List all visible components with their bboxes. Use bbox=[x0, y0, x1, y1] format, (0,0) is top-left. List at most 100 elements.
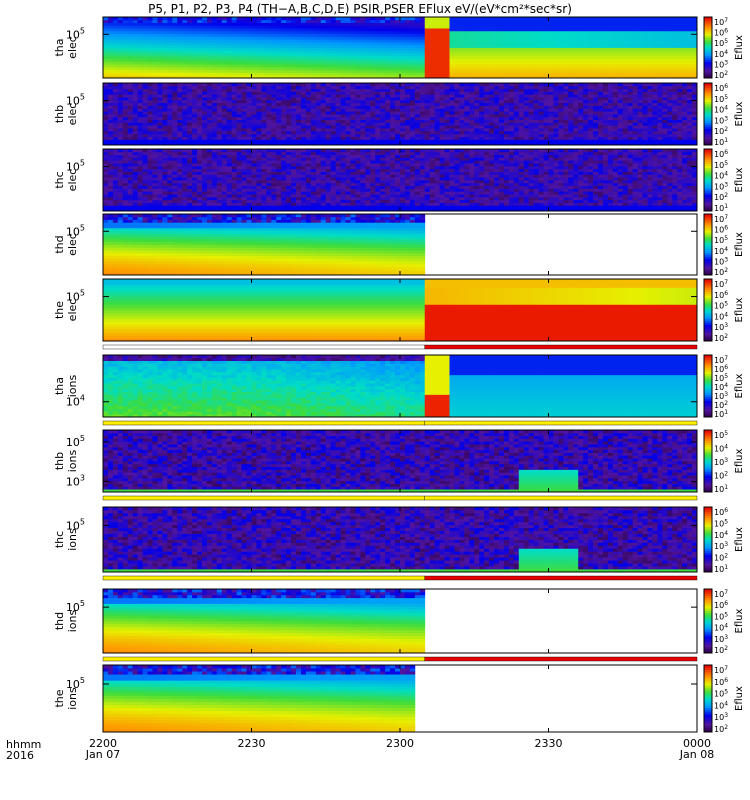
heatmap-cell bbox=[544, 53, 549, 56]
heatmap-cell bbox=[474, 53, 479, 56]
heatmap-cell bbox=[553, 131, 558, 134]
heatmap-cell bbox=[256, 122, 261, 125]
heatmap-cell bbox=[301, 61, 306, 64]
heatmap-cell bbox=[306, 131, 311, 134]
heatmap-cell bbox=[687, 42, 692, 45]
heatmap-cell bbox=[148, 59, 153, 62]
heatmap-cell bbox=[618, 137, 623, 140]
heatmap-cell bbox=[578, 122, 583, 125]
heatmap-cell bbox=[157, 31, 162, 34]
heatmap-cell bbox=[217, 125, 222, 128]
heatmap-cell bbox=[355, 25, 360, 28]
heatmap-cell bbox=[509, 114, 514, 117]
heatmap-cell bbox=[583, 67, 588, 70]
heatmap-cell bbox=[346, 114, 351, 117]
heatmap-cell bbox=[529, 59, 534, 62]
heatmap-cell bbox=[133, 114, 138, 117]
heatmap-cell bbox=[682, 61, 687, 64]
heatmap-cell bbox=[331, 34, 336, 37]
heatmap-cell bbox=[182, 139, 187, 142]
heatmap-cell bbox=[351, 53, 356, 56]
heatmap-cell bbox=[103, 28, 108, 31]
heatmap-cell bbox=[588, 137, 593, 140]
heatmap-cell bbox=[573, 53, 578, 56]
heatmap-cell bbox=[355, 86, 360, 89]
heatmap-cell bbox=[682, 67, 687, 70]
heatmap-cell bbox=[524, 97, 529, 100]
heatmap-cell bbox=[276, 50, 281, 53]
heatmap-cell bbox=[261, 50, 266, 53]
heatmap-cell bbox=[588, 106, 593, 109]
heatmap-cell bbox=[563, 59, 568, 62]
heatmap-cell bbox=[162, 36, 167, 39]
heatmap-cell bbox=[608, 122, 613, 125]
heatmap-cell bbox=[355, 139, 360, 142]
heatmap-cell bbox=[103, 111, 108, 114]
heatmap-cell bbox=[128, 72, 133, 75]
heatmap-cell bbox=[108, 42, 113, 45]
heatmap-cell bbox=[162, 64, 167, 67]
heatmap-cell bbox=[608, 131, 613, 134]
heatmap-cell bbox=[514, 94, 519, 97]
heatmap-cell bbox=[450, 36, 455, 39]
heatmap-cell bbox=[123, 117, 128, 120]
heatmap-cell bbox=[157, 94, 162, 97]
heatmap-cell bbox=[603, 36, 608, 39]
heatmap-cell bbox=[504, 137, 509, 140]
heatmap-cell bbox=[187, 61, 192, 64]
heatmap-cell bbox=[573, 36, 578, 39]
heatmap-cell bbox=[296, 120, 301, 123]
heatmap-cell bbox=[351, 117, 356, 120]
heatmap-cell bbox=[380, 122, 385, 125]
heatmap-cell bbox=[157, 103, 162, 106]
heatmap-cell bbox=[296, 25, 301, 28]
heatmap-cell bbox=[336, 94, 341, 97]
heatmap-cell bbox=[247, 137, 252, 140]
heatmap-cell bbox=[445, 70, 450, 73]
heatmap-cell bbox=[553, 61, 558, 64]
heatmap-cell bbox=[326, 91, 331, 94]
heatmap-cell bbox=[331, 120, 336, 123]
heatmap-cell bbox=[484, 31, 489, 34]
heatmap-cell bbox=[390, 25, 395, 28]
heatmap-cell bbox=[227, 120, 232, 123]
heatmap-cell bbox=[153, 137, 158, 140]
heatmap-cell bbox=[281, 108, 286, 111]
heatmap-cell bbox=[153, 20, 158, 23]
heatmap-cell bbox=[415, 25, 420, 28]
heatmap-cell bbox=[499, 23, 504, 26]
heatmap-cell bbox=[524, 117, 529, 120]
heatmap-cell bbox=[281, 120, 286, 123]
heatmap-cell bbox=[207, 100, 212, 103]
heatmap-cell bbox=[588, 39, 593, 42]
heatmap-cell bbox=[390, 117, 395, 120]
heatmap-cell bbox=[331, 134, 336, 137]
heatmap-cell bbox=[405, 39, 410, 42]
heatmap-cell bbox=[464, 86, 469, 89]
heatmap-cell bbox=[445, 45, 450, 48]
heatmap-cell bbox=[568, 86, 573, 89]
heatmap-cell bbox=[281, 86, 286, 89]
heatmap-cell bbox=[133, 91, 138, 94]
heatmap-cell bbox=[217, 91, 222, 94]
heatmap-cell bbox=[618, 50, 623, 53]
heatmap-cell bbox=[603, 42, 608, 45]
heatmap-cell bbox=[148, 20, 153, 23]
heatmap-cell bbox=[643, 20, 648, 23]
heatmap-cell bbox=[207, 67, 212, 70]
heatmap-cell bbox=[464, 94, 469, 97]
heatmap-cell bbox=[474, 61, 479, 64]
heatmap-cell bbox=[484, 120, 489, 123]
heatmap-cell bbox=[365, 111, 370, 114]
heatmap-cell bbox=[128, 137, 133, 140]
heatmap-cell bbox=[192, 137, 197, 140]
heatmap-cell bbox=[618, 128, 623, 131]
heatmap-cell bbox=[479, 97, 484, 100]
heatmap-cell bbox=[217, 56, 222, 59]
heatmap-cell bbox=[286, 61, 291, 64]
heatmap-cell bbox=[172, 128, 177, 131]
heatmap-cell bbox=[519, 61, 524, 64]
heatmap-cell bbox=[390, 106, 395, 109]
heatmap-cell bbox=[568, 31, 573, 34]
heatmap-cell bbox=[415, 20, 420, 23]
